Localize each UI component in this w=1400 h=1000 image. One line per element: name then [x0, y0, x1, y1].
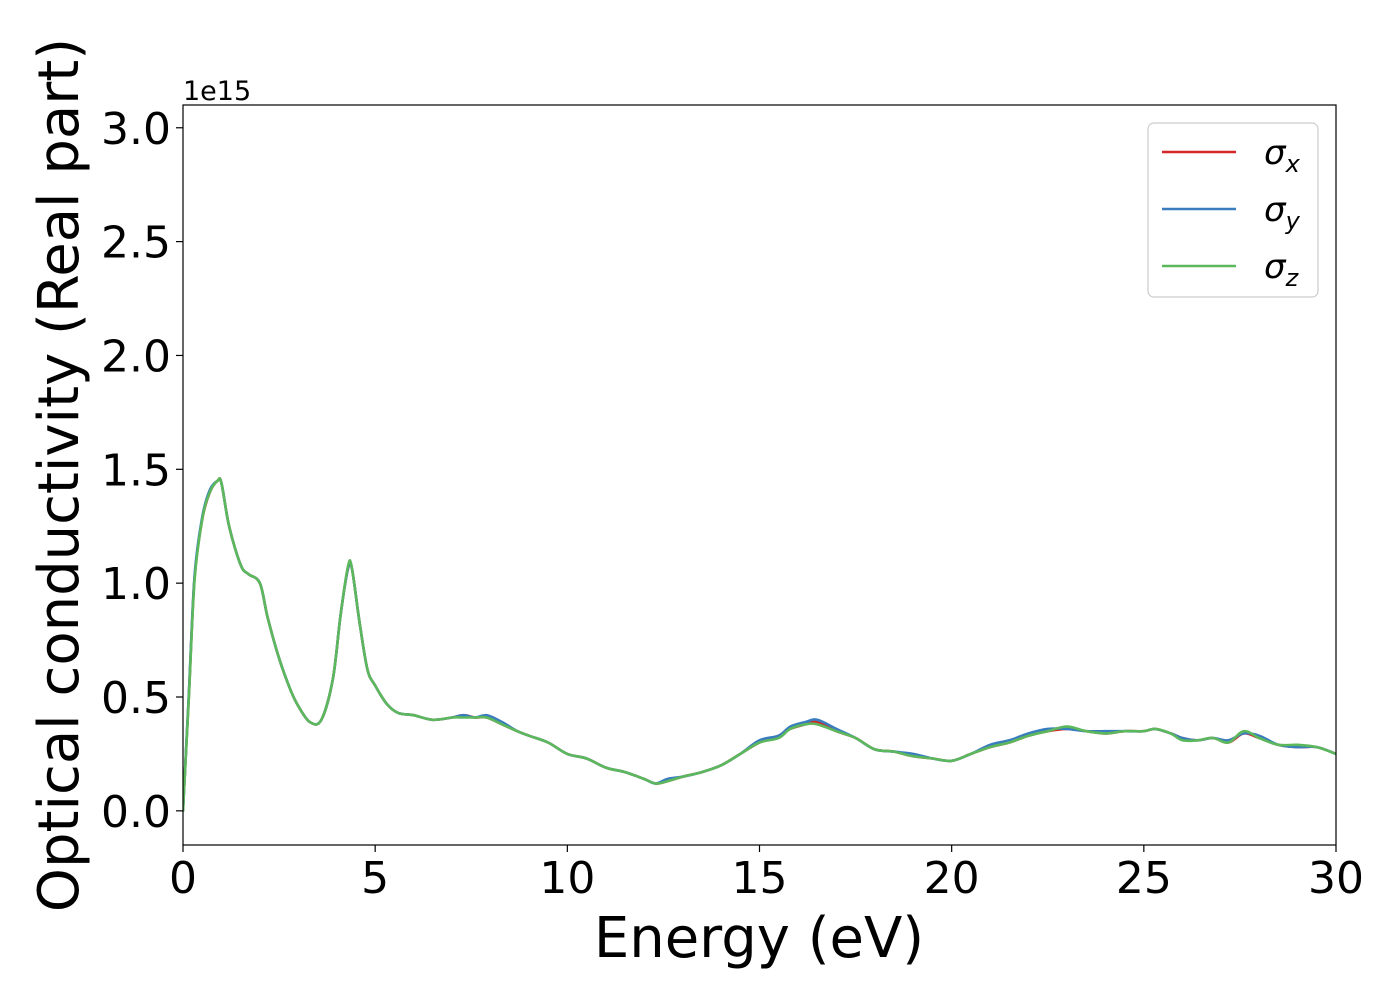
x-tick-label: 0 — [169, 853, 197, 904]
x-axis-ticks: 0 5 10 15 20 25 30 — [169, 845, 1364, 904]
x-axis-title: Energy (eV) — [594, 906, 924, 971]
legend-label-subscript: x — [1285, 150, 1301, 178]
y-tick-label: 0.5 — [101, 673, 171, 724]
y-axis-title: Optical conductivity (Real part) — [27, 38, 92, 912]
series-line-sigma-z — [183, 477, 1336, 813]
legend-label-sigma-z: σz — [1264, 247, 1300, 292]
legend-label-symbol: σ — [1264, 190, 1287, 230]
y-tick-label: 3.0 — [101, 104, 171, 155]
x-tick-label: 20 — [924, 853, 980, 904]
x-tick-label: 15 — [732, 853, 788, 904]
y-tick-label: 1.5 — [101, 445, 171, 496]
y-axis-ticks: 0.0 0.5 1.0 1.5 2.0 2.5 3.0 — [101, 104, 183, 838]
y-tick-label: 1.0 — [101, 559, 171, 610]
legend-label-sigma-y: σy — [1264, 190, 1301, 235]
x-tick-label: 10 — [539, 853, 595, 904]
y-offset-text: 1e15 — [183, 76, 251, 107]
x-tick-label: 25 — [1116, 853, 1172, 904]
legend-label-subscript: z — [1285, 264, 1300, 292]
legend-label-sigma-x: σx — [1264, 133, 1301, 178]
plot-area — [183, 105, 1336, 845]
legend-label-symbol: σ — [1264, 133, 1287, 173]
y-tick-label: 2.5 — [101, 218, 171, 269]
x-tick-label: 5 — [361, 853, 389, 904]
legend-label-symbol: σ — [1264, 247, 1287, 287]
series-layer — [183, 477, 1336, 813]
legend-label-subscript: y — [1285, 207, 1301, 235]
y-tick-label: 2.0 — [101, 331, 171, 382]
y-tick-label: 0.0 — [101, 787, 171, 838]
x-tick-label: 30 — [1308, 853, 1364, 904]
